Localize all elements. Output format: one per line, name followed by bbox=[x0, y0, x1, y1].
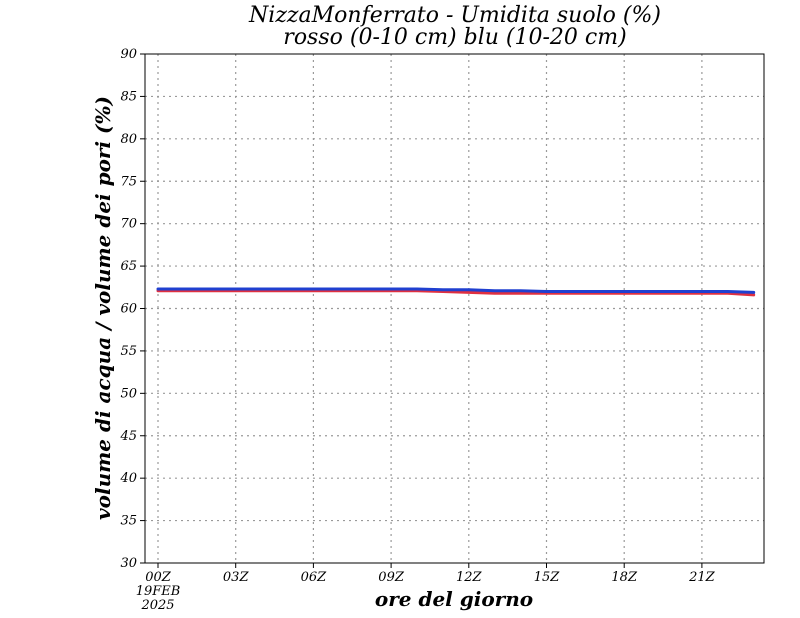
y-tick-label: 85 bbox=[120, 89, 137, 104]
x-tick-label: 06Z bbox=[301, 570, 328, 585]
y-tick-label: 40 bbox=[119, 471, 137, 486]
y-tick-label: 80 bbox=[120, 132, 137, 147]
y-tick-label: 70 bbox=[120, 217, 137, 232]
grid-lines bbox=[145, 54, 764, 563]
y-tick-label: 75 bbox=[120, 174, 137, 189]
y-tick-label: 50 bbox=[120, 386, 137, 401]
x-tick-label: 12Z bbox=[456, 570, 483, 585]
y-tick-label: 35 bbox=[120, 514, 137, 529]
y-tick-label: 90 bbox=[120, 47, 137, 62]
series-line-blue bbox=[156, 287, 756, 294]
x-tick-label: 03Z bbox=[223, 570, 250, 585]
date-label-year: 2025 bbox=[140, 598, 174, 613]
y-tick-label: 60 bbox=[120, 302, 137, 317]
x-tick-label: 21Z bbox=[688, 570, 716, 585]
y-tick-label: 30 bbox=[120, 556, 137, 571]
x-tick-label: 15Z bbox=[534, 570, 561, 585]
x-tick-label: 18Z bbox=[611, 570, 638, 585]
y-tick-label: 55 bbox=[120, 344, 137, 359]
axis-ticks: 30 35 40 45 50 55 60 65 70 75 80 85 90 00Z 03Z 06Z 09Z 12… bbox=[119, 47, 715, 585]
chart-title: NizzaMonferrato - Umidita suolo (%) bbox=[248, 3, 661, 28]
series-line-red bbox=[156, 289, 756, 297]
chart-subtitle: rosso (0-10 cm) blu (10-20 cm) bbox=[283, 25, 626, 50]
plot-frame bbox=[144, 53, 765, 564]
x-axis-label: ore del giorno bbox=[375, 587, 533, 611]
data-series bbox=[156, 287, 756, 297]
x-tick-label: 00Z bbox=[145, 570, 172, 585]
date-label-day: 19FEB bbox=[136, 584, 181, 599]
x-tick-label: 09Z bbox=[378, 570, 405, 585]
y-axis-label: volume di acqua / volume dei pori (%) bbox=[91, 96, 115, 520]
y-tick-label: 65 bbox=[120, 259, 137, 274]
y-tick-label: 45 bbox=[119, 429, 137, 444]
